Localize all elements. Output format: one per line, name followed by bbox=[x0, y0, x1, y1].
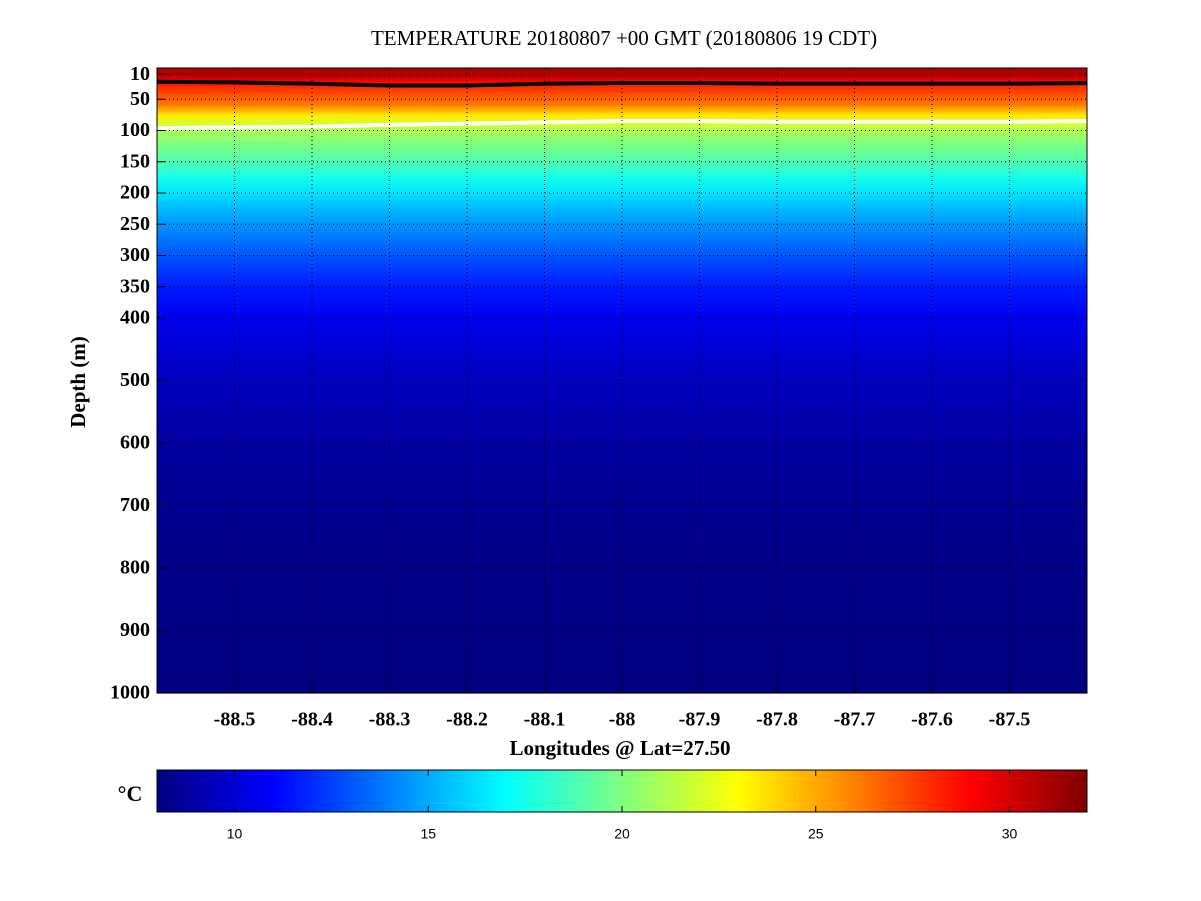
colorbar-tick-label: 10 bbox=[227, 826, 243, 842]
y-tick-label: 600 bbox=[120, 432, 150, 454]
heat-band bbox=[157, 77, 1087, 82]
y-tick-label: 400 bbox=[120, 307, 150, 329]
y-tick-label: 250 bbox=[120, 213, 150, 235]
x-tick-label: -88.2 bbox=[446, 709, 488, 731]
y-tick-label: 350 bbox=[120, 275, 150, 297]
y-tick-label: 500 bbox=[120, 369, 150, 391]
heat-band bbox=[157, 161, 1087, 178]
colorbar-tick-label: 20 bbox=[614, 826, 630, 842]
x-tick-label: -88.3 bbox=[369, 709, 411, 731]
y-tick-label: 1000 bbox=[110, 682, 150, 704]
y-axis-label: Depth (m) bbox=[66, 336, 90, 428]
x-tick-label: -87.8 bbox=[756, 709, 798, 731]
y-tick-label: 900 bbox=[120, 619, 150, 641]
x-tick-label: -87.9 bbox=[679, 709, 721, 731]
heat-band bbox=[157, 124, 1087, 132]
y-tick-label: 100 bbox=[120, 119, 150, 141]
heat-band bbox=[157, 286, 1087, 319]
x-tick-label: -88.5 bbox=[214, 709, 256, 731]
chart-title: TEMPERATURE 20180807 +00 GMT (20180806 1… bbox=[371, 26, 877, 50]
x-tick-label: -87.5 bbox=[989, 709, 1031, 731]
heat-band bbox=[157, 105, 1087, 116]
colorbar-tick-label: 30 bbox=[1002, 826, 1018, 842]
contour-line bbox=[157, 119, 1087, 130]
colorbar-label: °C bbox=[118, 781, 143, 806]
heat-band bbox=[157, 443, 1087, 507]
y-tick-label: 50 bbox=[130, 88, 150, 110]
heat-band bbox=[157, 68, 1087, 75]
heat-band bbox=[157, 318, 1087, 350]
y-tick-label: 10 bbox=[130, 63, 150, 85]
plot-frame bbox=[156, 67, 1088, 694]
heat-band bbox=[157, 86, 1087, 94]
y-tick-label: 300 bbox=[120, 244, 150, 266]
colorbar bbox=[156, 769, 1088, 813]
heat-band bbox=[157, 99, 1087, 107]
colorbar-tick-label: 15 bbox=[420, 826, 436, 842]
x-tick-label: -88.4 bbox=[291, 709, 333, 731]
heat-band bbox=[157, 177, 1087, 194]
y-tick-label: 200 bbox=[120, 182, 150, 204]
x-tick-label: -88 bbox=[609, 709, 636, 731]
heat-band bbox=[157, 505, 1087, 569]
y-tick-label: 150 bbox=[120, 150, 150, 172]
contour-line bbox=[157, 79, 1087, 88]
y-tick-label: 700 bbox=[120, 494, 150, 516]
x-axis-label: Longitudes @ Lat=27.50 bbox=[509, 736, 730, 760]
y-tick-label: 800 bbox=[120, 557, 150, 579]
colorbar-tick-label: 25 bbox=[808, 826, 824, 842]
x-tick-label: -87.6 bbox=[911, 709, 953, 731]
heat-band bbox=[157, 349, 1087, 382]
x-tick-label: -88.1 bbox=[524, 709, 566, 731]
x-tick-label: -87.7 bbox=[834, 709, 876, 731]
